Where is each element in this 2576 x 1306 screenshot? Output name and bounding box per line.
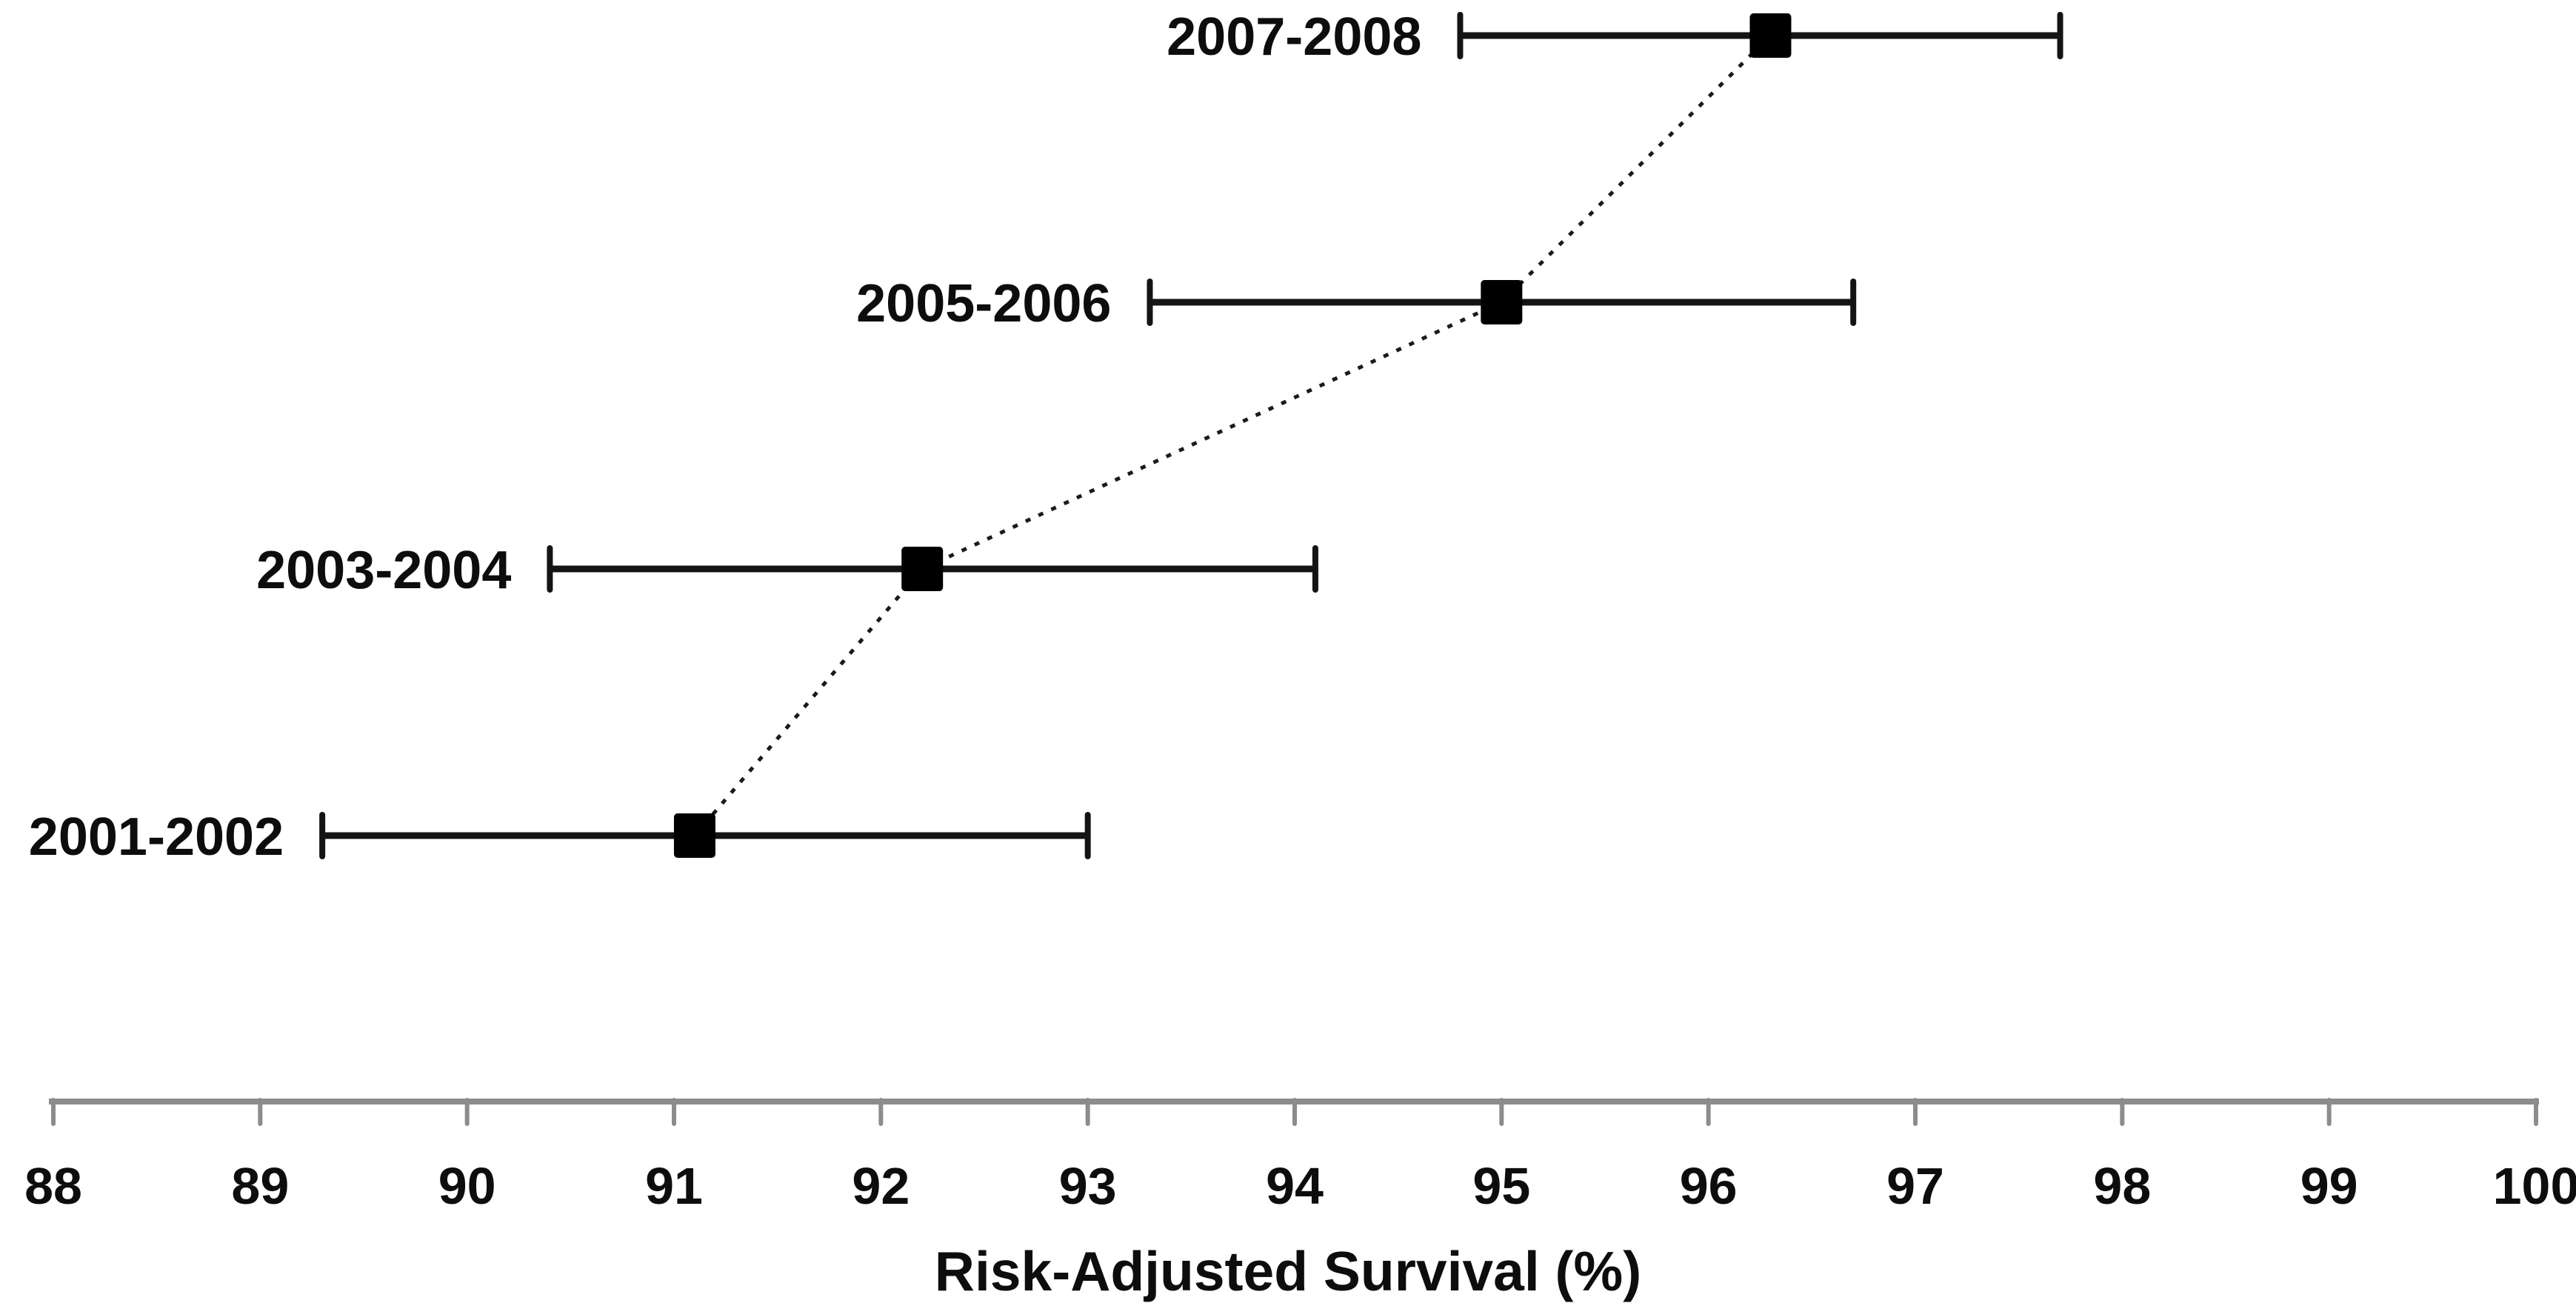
category-labels-layer: 2001-2002 2003-2004 2005-2006 2007-2008: [29, 7, 1422, 867]
x-tick-label-93: 93: [1059, 1157, 1117, 1215]
x-tick-label-92: 92: [852, 1157, 910, 1215]
x-tick-label-98: 98: [2093, 1157, 2151, 1215]
x-axis-tick-labels: 88 89 90 91 92 93 94 95 96 97 98 99 100: [24, 1157, 2576, 1215]
marker-2007-2008: [1749, 13, 1792, 58]
marker-2003-2004: [901, 547, 944, 591]
x-tick-label-90: 90: [438, 1157, 496, 1215]
x-tick-label-99: 99: [2300, 1157, 2358, 1215]
category-label-2005-2006: 2005-2006: [856, 274, 1111, 333]
category-label-2003-2004: 2003-2004: [256, 541, 511, 600]
x-tick-label-89: 89: [231, 1157, 289, 1215]
x-tick-label-91: 91: [645, 1157, 703, 1215]
x-tick-label-95: 95: [1472, 1157, 1530, 1215]
marker-2001-2002: [673, 813, 715, 858]
x-axis-title: Risk-Adjusted Survival (%): [935, 1240, 1641, 1302]
x-tick-label-88: 88: [24, 1157, 82, 1215]
marker-2005-2006: [1481, 280, 1523, 324]
x-tick-label-96: 96: [1680, 1157, 1738, 1215]
x-tick-label-100: 100: [2493, 1157, 2576, 1215]
markers-layer: [673, 13, 1792, 858]
category-label-2001-2002: 2001-2002: [29, 807, 284, 867]
x-tick-label-94: 94: [1266, 1157, 1324, 1215]
trend-dotted-line: [693, 34, 1772, 837]
x-axis: [49, 1098, 2539, 1126]
x-tick-label-97: 97: [1886, 1157, 1944, 1215]
error-bars-layer: [319, 12, 2063, 859]
category-label-2007-2008: 2007-2008: [1167, 7, 1421, 67]
